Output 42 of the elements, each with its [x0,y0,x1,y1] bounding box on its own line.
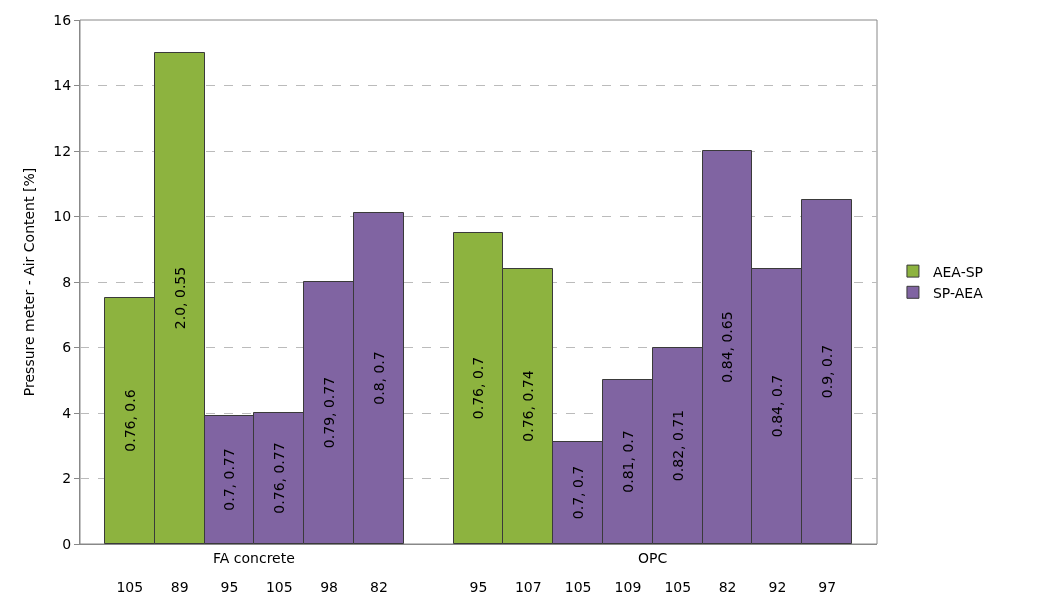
annotation: 0.76, 0.74 [519,370,536,442]
x-tick-label: 95 [469,578,488,595]
x-tick-label: 92 [768,578,787,595]
x-tick-label: 105 [265,578,293,595]
y-tick-label: 12 [53,142,72,159]
annotation: 0.76, 0.6 [121,389,138,452]
x-tick-label: 89 [170,578,189,595]
annotation: 2.0, 0.55 [171,266,188,330]
y-tick-label: 4 [62,404,72,421]
y-tick-label: 6 [62,339,72,356]
y-tick-label: 2 [62,470,72,487]
annotation: 0.7, 0.7 [569,465,586,520]
x-tick-label: 105 [664,578,692,595]
annotation: 0.81, 0.7 [619,430,636,493]
annotation: 0.84, 0.65 [719,311,735,383]
x-tick-label: 97 [818,578,837,595]
annotation: 0.84, 0.7 [768,374,785,438]
x-tick-label: 82 [718,578,737,595]
y-tick-label: 10 [53,208,72,225]
x-tick-label: 98 [320,578,338,595]
text: FA concrete [213,550,295,566]
y-axis-title: Pressure meter - Air Content [%] [20,167,37,397]
annotation: 0.8, 0.7 [370,351,387,405]
annotation: 0.7, 0.77 [221,448,237,511]
y-tick-label: 14 [53,77,72,94]
annotation: 0.76, 0.77 [270,442,287,514]
x-tick-label: 105 [116,578,144,595]
y-tick-label: 16 [53,11,72,28]
annotation: 0.76, 0.7 [470,356,486,420]
annotation: 0.82, 0.71 [669,409,686,482]
x-tick-label: 107 [514,578,542,595]
annotation: 0.79, 0.77 [320,376,337,449]
y-tick-label: 0 [62,535,72,552]
legend-label: AEA-SP [932,263,984,280]
legend-label: SP-AEA [932,284,984,301]
x-tick-label: 109 [614,578,642,595]
text: OPC [638,550,668,566]
y-tick-label: 8 [62,273,72,290]
x-tick-label: 95 [220,578,239,595]
annotation: 0.9, 0.7 [818,344,835,399]
x-tick-label: 105 [564,578,592,595]
x-tick-label: 82 [369,578,388,595]
